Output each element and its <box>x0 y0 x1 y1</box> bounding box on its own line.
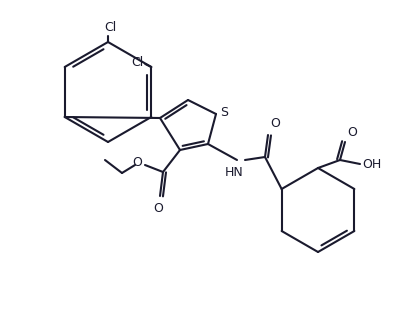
Text: O: O <box>153 202 163 215</box>
Text: O: O <box>270 117 280 130</box>
Text: Cl: Cl <box>131 56 143 69</box>
Text: S: S <box>220 105 228 118</box>
Text: HN: HN <box>225 166 244 179</box>
Text: OH: OH <box>362 157 381 170</box>
Text: O: O <box>132 157 142 170</box>
Text: Cl: Cl <box>104 21 116 34</box>
Text: O: O <box>347 126 357 139</box>
